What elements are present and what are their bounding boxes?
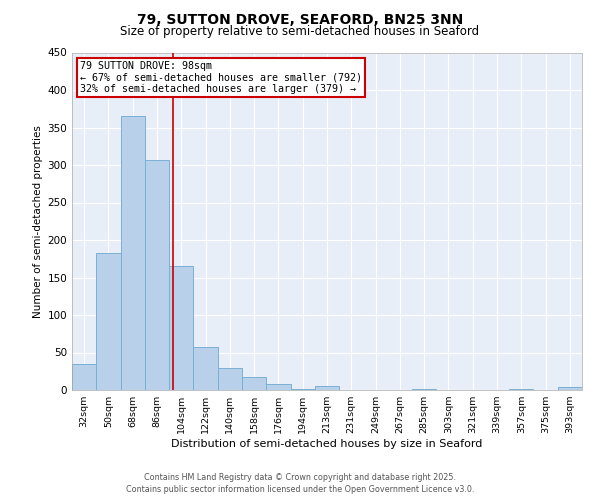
Bar [193,346,218,390]
Bar [169,266,193,390]
Bar [412,389,436,390]
Bar [96,253,121,390]
Bar [242,378,266,390]
Y-axis label: Number of semi-detached properties: Number of semi-detached properties [33,125,43,318]
Bar [290,388,315,390]
X-axis label: Distribution of semi-detached houses by size in Seaford: Distribution of semi-detached houses by … [172,439,482,449]
Text: Contains HM Land Registry data © Crown copyright and database right 2025.
Contai: Contains HM Land Registry data © Crown c… [126,473,474,494]
Bar [72,364,96,390]
Text: Size of property relative to semi-detached houses in Seaford: Size of property relative to semi-detach… [121,25,479,38]
Bar [558,387,582,390]
Bar [121,116,145,390]
Bar [266,384,290,390]
Bar [315,386,339,390]
Bar [145,160,169,390]
Text: 79, SUTTON DROVE, SEAFORD, BN25 3NN: 79, SUTTON DROVE, SEAFORD, BN25 3NN [137,12,463,26]
Bar [509,388,533,390]
Bar [218,368,242,390]
Text: 79 SUTTON DROVE: 98sqm
← 67% of semi-detached houses are smaller (792)
32% of se: 79 SUTTON DROVE: 98sqm ← 67% of semi-det… [80,61,362,94]
